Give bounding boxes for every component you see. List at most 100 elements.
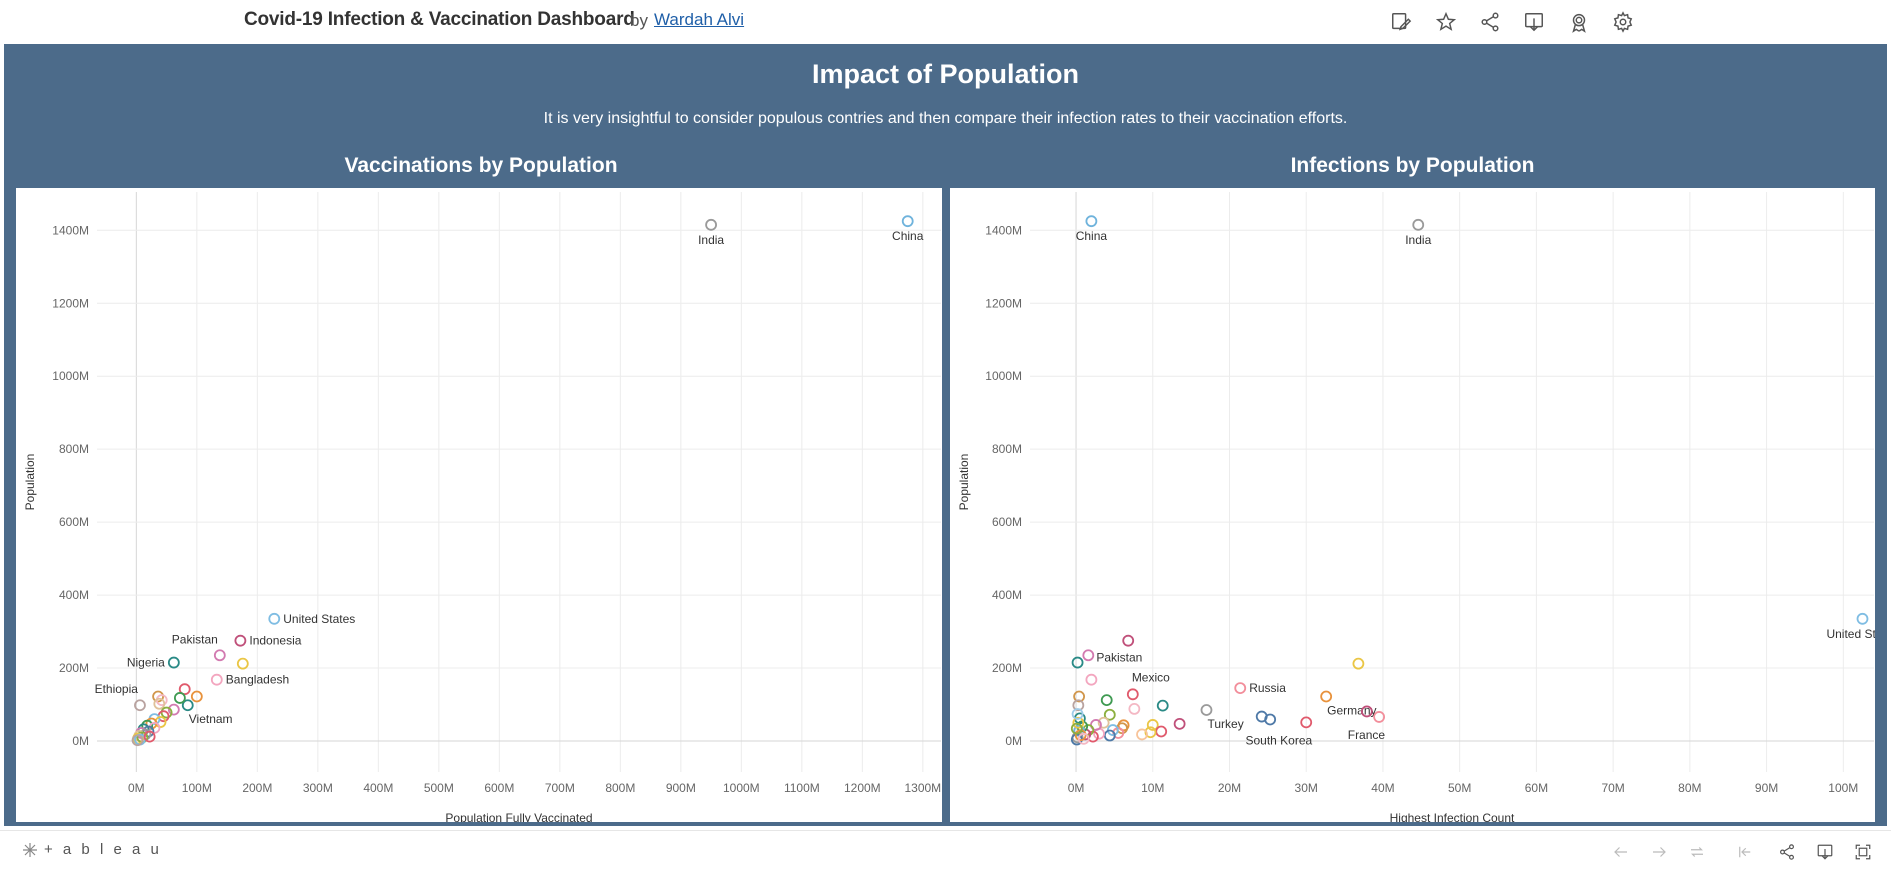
x-tick-label: 1000M [723, 781, 760, 795]
scatter-point[interactable] [268, 612, 281, 625]
scatter-point[interactable] [160, 706, 173, 719]
scatter-point[interactable] [1234, 682, 1247, 695]
download-icon[interactable] [1521, 9, 1547, 35]
scatter-point[interactable] [1071, 656, 1084, 669]
point-label: Pakistan [1096, 650, 1142, 664]
y-axis-title: Population [957, 454, 971, 511]
y-axis-title: Population [23, 454, 37, 511]
scatter-point[interactable] [1128, 702, 1141, 715]
scatter-point[interactable] [1073, 690, 1086, 703]
x-tick-label: 300M [303, 781, 333, 795]
scatter-point[interactable] [1085, 673, 1098, 686]
scatter-point[interactable] [1320, 690, 1333, 703]
scatter-point[interactable] [1071, 708, 1084, 720]
y-tick-label: 400M [59, 588, 89, 602]
point-label: Nigeria [127, 656, 165, 670]
scatter-point[interactable] [1373, 711, 1386, 723]
scatter-point[interactable] [1126, 688, 1139, 701]
point-label: China [1076, 229, 1108, 243]
y-tick-label: 400M [992, 588, 1022, 602]
revert-icon[interactable] [1686, 841, 1708, 863]
scatter-point[interactable] [1103, 729, 1116, 742]
vaccinations-scatter-panel[interactable]: 0M 100M 200M 300M 400M 500M 600M 700M 800M 900M 10… [16, 188, 942, 822]
scatter-point[interactable] [1360, 705, 1373, 718]
scatter-point[interactable] [152, 690, 165, 703]
star-icon[interactable] [1433, 9, 1459, 35]
byline-prefix: by [630, 11, 648, 30]
scatter-point[interactable] [143, 730, 156, 743]
vaccinations-chart-title: Vaccinations by Population [344, 154, 618, 177]
scatter-point[interactable] [901, 215, 914, 228]
scatter-point[interactable] [1136, 728, 1148, 741]
y-tick-label: 1000M [985, 369, 1022, 383]
scatter-point[interactable] [1103, 708, 1116, 721]
scatter-point[interactable] [134, 699, 146, 712]
x-tick-label: 60M [1525, 781, 1548, 795]
scatter-point[interactable] [1072, 699, 1085, 712]
scatter-point[interactable] [181, 699, 194, 712]
undo-icon[interactable] [1610, 841, 1632, 863]
x-axis-title: Highest Infection Count [1390, 811, 1515, 822]
scatter-point[interactable] [1264, 713, 1277, 726]
dashboard-frame: Impact of Population It is very insightf… [4, 44, 1887, 826]
vaccinations-scatter-chart[interactable]: 0M 100M 200M 300M 400M 500M 600M 700M 800M 900M 10… [16, 188, 942, 822]
scatter-point[interactable] [1352, 657, 1365, 670]
scatter-point[interactable] [1122, 634, 1135, 647]
x-tick-label: 900M [666, 781, 696, 795]
author-link[interactable]: Wardah Alvi [654, 10, 745, 29]
scatter-point[interactable] [705, 218, 717, 231]
scatter-point[interactable] [1070, 722, 1083, 735]
point-label: France [1348, 728, 1386, 742]
scatter-point[interactable] [234, 634, 247, 647]
footer-download-icon[interactable] [1814, 841, 1836, 863]
scatter-point[interactable] [1146, 719, 1159, 731]
scatter-point[interactable] [190, 690, 203, 703]
scatter-point[interactable] [1074, 729, 1087, 742]
scatter-point[interactable] [148, 721, 161, 734]
y-tick-label: 0M [72, 734, 89, 748]
tableau-brand-text: + a b l e a u [44, 841, 162, 858]
point-label: Turkey [1207, 717, 1243, 731]
redo-icon[interactable] [1648, 841, 1670, 863]
scatter-point[interactable] [1412, 218, 1425, 231]
scatter-point[interactable] [153, 697, 166, 710]
scatter-point[interactable] [1856, 612, 1869, 625]
scatter-point[interactable] [142, 725, 155, 738]
x-tick-label: 800M [605, 781, 635, 795]
scatter-point[interactable] [1173, 717, 1186, 730]
scatter-point[interactable] [1082, 649, 1095, 662]
share-icon[interactable] [1477, 9, 1503, 35]
edit-icon[interactable] [1388, 9, 1414, 35]
infections-scatter-panel[interactable]: 0M 10M 20M 30M 40M 50M 60M 70M 80M 90M 100M 0M 200M 4… [950, 188, 1875, 822]
x-tick-label: 400M [363, 781, 393, 795]
scatter-point[interactable] [213, 649, 226, 662]
scatter-point[interactable] [1144, 726, 1157, 739]
y-tick-label: 1000M [52, 369, 89, 383]
infections-scatter-chart[interactable]: 0M 10M 20M 30M 40M 50M 60M 70M 80M 90M 100M 0M 200M 4… [950, 188, 1875, 822]
scatter-point[interactable] [167, 703, 180, 716]
scatter-point[interactable] [1155, 725, 1168, 738]
scatter-point[interactable] [236, 657, 249, 670]
tableau-logo[interactable]: + a b l e a u [22, 841, 162, 858]
point-label: United States [1826, 627, 1875, 641]
scatter-point[interactable] [1085, 215, 1098, 228]
scatter-point[interactable] [1156, 699, 1169, 712]
scatter-point[interactable] [210, 673, 223, 686]
scatter-point[interactable] [1077, 732, 1090, 745]
badge-icon[interactable] [1566, 9, 1592, 35]
first-icon[interactable] [1734, 841, 1756, 863]
scatter-point[interactable] [1100, 694, 1113, 707]
scatter-point[interactable] [131, 734, 144, 747]
footer-share-icon[interactable] [1776, 841, 1798, 863]
x-tick-label: 40M [1371, 781, 1394, 795]
scatter-point[interactable] [1200, 704, 1213, 716]
scatter-point[interactable] [167, 656, 180, 669]
scatter-point[interactable] [173, 692, 186, 704]
scatter-point[interactable] [1300, 716, 1313, 729]
scatter-point[interactable] [1072, 716, 1085, 729]
fullscreen-icon[interactable] [1852, 841, 1874, 863]
gear-icon[interactable] [1610, 9, 1636, 35]
scatter-point[interactable] [178, 683, 191, 696]
scatter-point[interactable] [141, 719, 154, 732]
scatter-point[interactable] [1097, 716, 1110, 729]
